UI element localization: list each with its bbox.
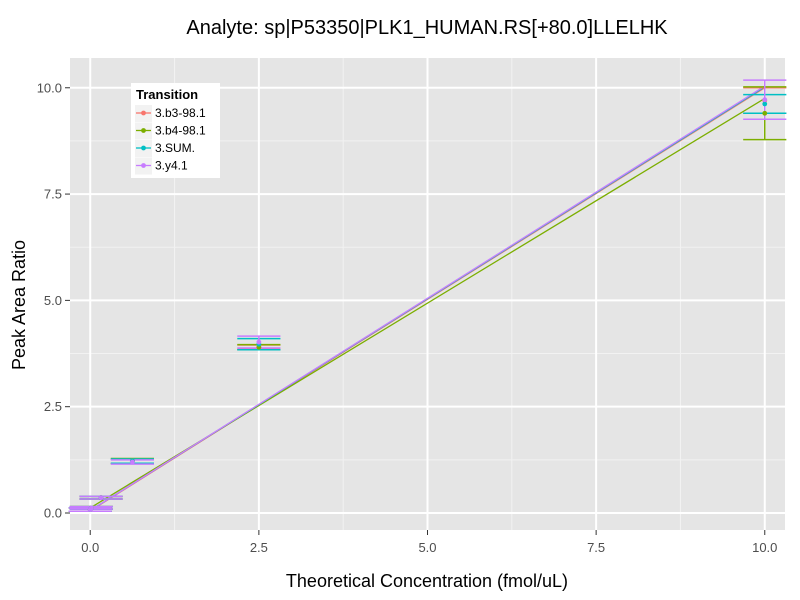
fit-line	[89, 85, 766, 511]
y-axis-ticks: 0.0 2.5 5.0 7.5 10.0	[37, 80, 70, 520]
y-tick-label: 10.0	[37, 80, 62, 95]
legend-key-point	[141, 163, 146, 168]
legend-key-point	[141, 110, 146, 116]
legend-label: 3.b3-98.1	[155, 106, 206, 120]
data-point	[129, 459, 135, 465]
y-tick-label: 2.5	[44, 399, 62, 414]
x-axis-title: Theoretical Concentration (fmol/uL)	[286, 571, 568, 591]
legend-title: Transition	[136, 87, 198, 102]
data-point	[256, 339, 262, 345]
data-point	[762, 97, 768, 103]
x-axis-ticks: 0.0 2.5 5.0 7.5 10.0	[81, 530, 777, 555]
legend: Transition 3.b3-98.1 3.b4-98.1 3.SUM. 3.y4.…	[131, 83, 220, 178]
x-tick-label: 10.0	[752, 540, 777, 555]
legend-label: 3.b4-98.1	[155, 124, 206, 138]
legend-label: 3.SUM.	[155, 141, 195, 155]
x-tick-label: 0.0	[81, 540, 99, 555]
data-point	[98, 495, 104, 501]
x-tick-label: 5.0	[418, 540, 436, 555]
y-tick-label: 0.0	[44, 505, 62, 520]
legend-key-point	[141, 128, 146, 133]
data-point	[88, 505, 94, 511]
chart-title: Analyte: sp|P53350|PLK1_HUMAN.RS[+80.0]L…	[186, 17, 668, 39]
y-tick-label: 7.5	[44, 187, 62, 202]
y-tick-label: 5.0	[44, 293, 62, 308]
data-points	[87, 97, 768, 512]
x-tick-label: 2.5	[250, 540, 268, 555]
x-tick-label: 7.5	[587, 540, 605, 555]
legend-label: 3.y4.1	[155, 159, 188, 173]
legend-key-point	[141, 145, 146, 151]
y-axis-title: Peak Area Ratio	[9, 240, 29, 370]
fit-lines	[89, 85, 766, 512]
data-point	[762, 101, 768, 107]
data-point	[762, 110, 768, 116]
